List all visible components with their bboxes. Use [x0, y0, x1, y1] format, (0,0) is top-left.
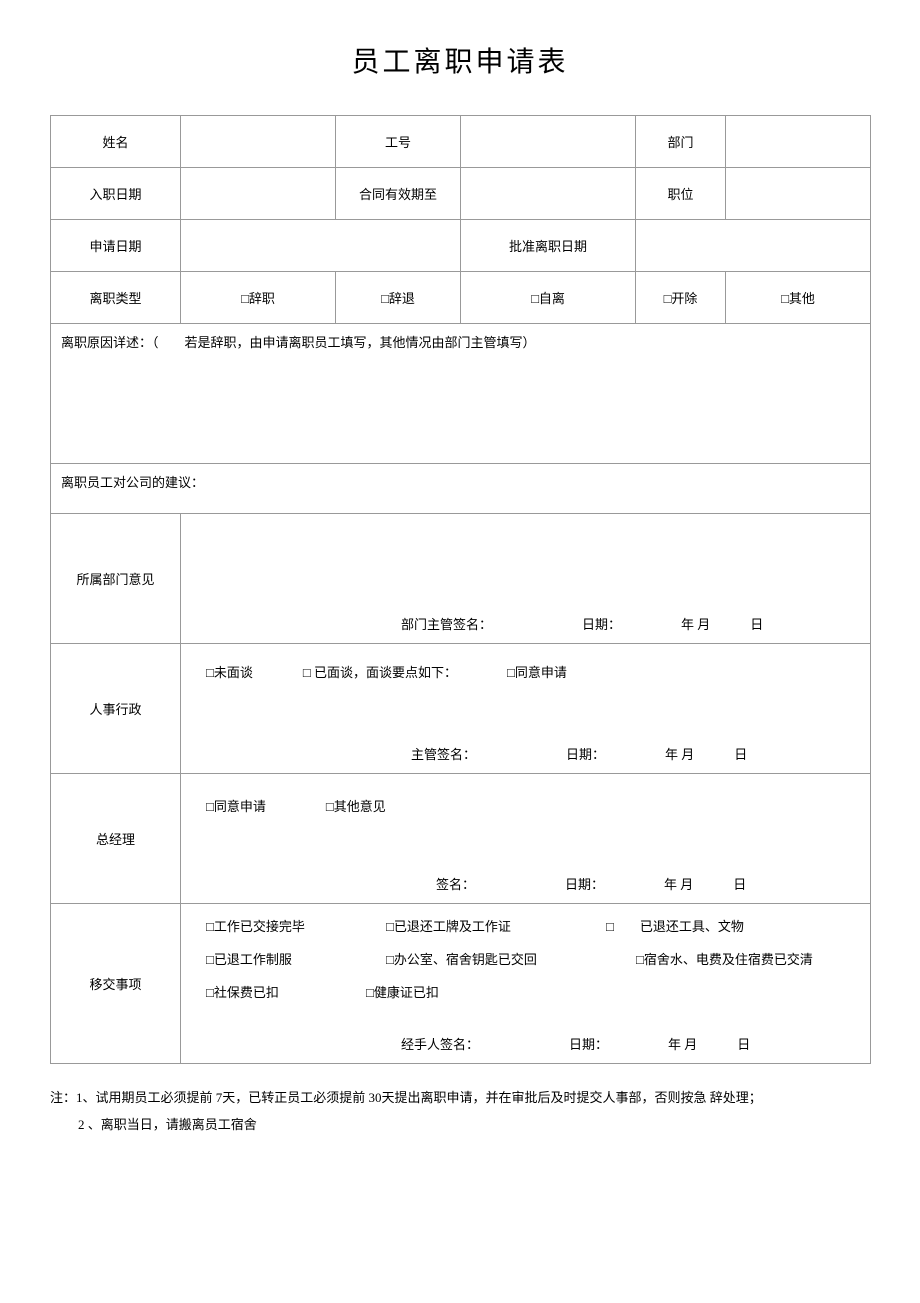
empno-label: 工号 [336, 116, 461, 168]
row-apply: 申请日期 批准离职日期 [51, 220, 871, 272]
type-opt-resign: □辞职 [181, 272, 336, 324]
position-value [726, 168, 871, 220]
type-opt-other: □其他 [726, 272, 871, 324]
apply-date-label: 申请日期 [51, 220, 181, 272]
hr-ym-label: 年 月 [665, 744, 694, 763]
hire-date-label: 入职日期 [51, 168, 181, 220]
empno-value [461, 116, 636, 168]
gm-d-label: 日 [733, 874, 746, 893]
hr-d-label: 日 [734, 744, 747, 763]
hr-cell: □未面谈 □ 已面谈，面谈要点如下： □同意申请 主管签名： 日期： 年 月 日 [181, 644, 871, 774]
ho-badge-returned: □已退还工牌及工作证 [386, 916, 606, 935]
gm-opt-other: □其他意见 [326, 796, 386, 815]
gm-ym-label: 年 月 [664, 874, 693, 893]
dept-value [726, 116, 871, 168]
note-line-1: 注：1、试用期员工必须提前 7天，已转正员工必须提前 30天提出离职申请，并在审… [50, 1086, 870, 1109]
ho-uniform-returned: □已退工作制服 [206, 949, 386, 968]
row-name: 姓名 工号 部门 [51, 116, 871, 168]
dept-opinion-cell: 部门主管签名： 日期： 年 月 日 [181, 514, 871, 644]
ho-ym-label: 年 月 [668, 1034, 697, 1053]
hr-opt-talked: □ 已面谈，面谈要点如下： [303, 662, 457, 681]
row-hire: 入职日期 合同有效期至 职位 [51, 168, 871, 220]
note-line-2: 2 、离职当日，请搬离员工宿舍 [50, 1113, 870, 1136]
hr-label: 人事行政 [51, 644, 181, 774]
row-gm: 总经理 □同意申请 □其他意见 签名： 日期： 年 月 日 [51, 774, 871, 904]
ho-tools-returned: □ 已退还工具、文物 [606, 916, 845, 935]
gm-date-label: 日期： [565, 874, 604, 893]
dept-date-label: 日期： [582, 614, 621, 633]
ho-keys-returned: □办公室、宿舍钥匙已交回 [386, 949, 606, 968]
dept-label: 部门 [636, 116, 726, 168]
handover-cell: □工作已交接完毕 □已退还工牌及工作证 □ 已退还工具、文物 □已退工作制服 □… [181, 904, 871, 1064]
row-type: 离职类型 □辞职 □辞退 □自离 □开除 □其他 [51, 272, 871, 324]
position-label: 职位 [636, 168, 726, 220]
row-handover: 移交事项 □工作已交接完毕 □已退还工牌及工作证 □ 已退还工具、文物 □已退工… [51, 904, 871, 1064]
type-opt-fire: □开除 [636, 272, 726, 324]
hr-opt-notalk: □未面谈 [206, 662, 253, 681]
form-title: 员工离职申请表 [50, 40, 870, 80]
approve-date-value [636, 220, 871, 272]
gm-cell: □同意申请 □其他意见 签名： 日期： 年 月 日 [181, 774, 871, 904]
type-label: 离职类型 [51, 272, 181, 324]
ho-health-cert: □健康证已扣 [366, 982, 586, 1001]
name-value [181, 116, 336, 168]
ho-date-label: 日期： [569, 1034, 608, 1053]
reason-cell: 离职原因详述：（ 若是辞职，由申请离职员工填写，其他情况由部门主管填写） [51, 324, 871, 464]
contract-value [461, 168, 636, 220]
ho-dorm-fees: □宿舍水、电费及住宿费已交清 [606, 949, 845, 968]
gm-sign-label: 签名： [436, 874, 475, 893]
dept-ym-label: 年 月 [681, 614, 710, 633]
hr-date-label: 日期： [566, 744, 605, 763]
dept-sign-label: 部门主管签名： [401, 614, 492, 633]
type-opt-dismiss: □辞退 [336, 272, 461, 324]
gm-opt-agree: □同意申请 [206, 796, 266, 815]
apply-date-value [181, 220, 461, 272]
hr-sign-label: 主管签名： [411, 744, 476, 763]
name-label: 姓名 [51, 116, 181, 168]
ho-work-done: □工作已交接完毕 [206, 916, 386, 935]
type-opt-selfleave: □自离 [461, 272, 636, 324]
dept-opinion-label: 所属部门意见 [51, 514, 181, 644]
dept-d-label: 日 [750, 614, 763, 633]
ho-d-label: 日 [737, 1034, 750, 1053]
resignation-form-table: 姓名 工号 部门 入职日期 合同有效期至 职位 申请日期 批准离职日期 离职类型… [50, 115, 871, 1064]
approve-date-label: 批准离职日期 [461, 220, 636, 272]
suggestion-cell: 离职员工对公司的建议： [51, 464, 871, 514]
notes-section: 注：1、试用期员工必须提前 7天，已转正员工必须提前 30天提出离职申请，并在审… [50, 1086, 870, 1137]
contract-label: 合同有效期至 [336, 168, 461, 220]
row-reason: 离职原因详述：（ 若是辞职，由申请离职员工填写，其他情况由部门主管填写） [51, 324, 871, 464]
row-hr: 人事行政 □未面谈 □ 已面谈，面谈要点如下： □同意申请 主管签名： 日期： … [51, 644, 871, 774]
ho-social-ins: □社保费已扣 [206, 982, 386, 1001]
hr-opt-agree: □同意申请 [507, 662, 567, 681]
hire-date-value [181, 168, 336, 220]
handover-label: 移交事项 [51, 904, 181, 1064]
gm-label: 总经理 [51, 774, 181, 904]
row-suggestion: 离职员工对公司的建议： [51, 464, 871, 514]
ho-sign-label: 经手人签名： [401, 1034, 479, 1053]
row-dept-opinion: 所属部门意见 部门主管签名： 日期： 年 月 日 [51, 514, 871, 644]
